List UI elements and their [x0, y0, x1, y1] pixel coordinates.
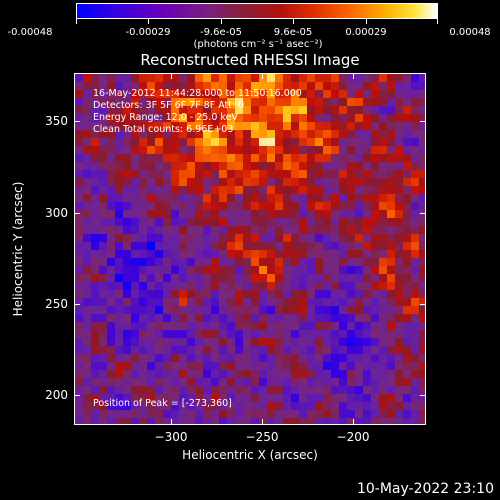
colorbar-tick [148, 19, 149, 24]
x-tick-label: −200 [336, 430, 370, 444]
colorbar-tick [437, 19, 438, 24]
x-tick [171, 73, 172, 79]
x-tick [353, 419, 354, 425]
y-tick [74, 213, 80, 214]
x-tick-label: −250 [245, 430, 279, 444]
colorbar-tick [221, 19, 222, 24]
rhessi-image-panel [74, 73, 426, 425]
colorbar-label: -9.6e-05 [200, 27, 242, 38]
timestamp-footer: 10-May-2022 23:10 [356, 481, 494, 497]
y-tick [420, 395, 426, 396]
colorbar-label: 0.00048 [449, 27, 491, 38]
colorbar-label: -0.00048 [7, 27, 53, 38]
y-tick [74, 395, 80, 396]
detectors-text: Detectors: 3F 5F 6F 7F 8F Att: 0 [93, 100, 245, 111]
rhessi-image [75, 74, 425, 424]
energy-range-text: Energy Range: 12.0 - 25.0 keV [93, 112, 238, 123]
x-tick [171, 419, 172, 425]
image-title: Reconstructed RHESSI Image [140, 51, 360, 69]
colorbar-tick [366, 19, 367, 24]
y-tick-label: 350 [45, 114, 68, 128]
y-tick [420, 213, 426, 214]
x-tick-label: −300 [154, 430, 188, 444]
y-tick-label: 250 [45, 297, 68, 311]
colorbar-label: 9.6e-05 [273, 27, 313, 38]
colorbar [76, 3, 438, 19]
colorbar-tick [293, 19, 294, 24]
y-tick [74, 121, 80, 122]
x-tick [262, 419, 263, 425]
colorbar-tick [76, 19, 77, 24]
algorithm-text: Clean Total counts: 6.96E+03 [93, 124, 234, 135]
y-tick [420, 304, 426, 305]
y-tick-label: 300 [45, 206, 68, 220]
x-tick [353, 73, 354, 79]
y-axis-label: Heliocentric Y (arcsec) [11, 181, 25, 317]
colorbar-label: -0.00029 [125, 27, 171, 38]
x-tick [262, 73, 263, 79]
colorbar-label: 0.00029 [345, 27, 387, 38]
y-tick-label: 200 [45, 388, 68, 402]
x-axis-label: Heliocentric X (arcsec) [182, 448, 318, 462]
y-tick [420, 121, 426, 122]
time-range-text: 16-May-2012 11:44:28.000 to 11:50:16.000 [93, 88, 302, 99]
peak-position-text: Position of Peak = [-273,360] [93, 398, 232, 409]
colorbar-units: (photons cm⁻² s⁻¹ asec⁻²) [193, 39, 323, 50]
y-tick [74, 304, 80, 305]
